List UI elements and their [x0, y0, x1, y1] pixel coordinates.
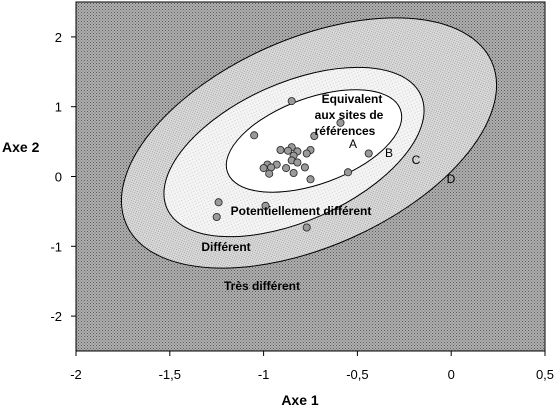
- data-point-13: [302, 149, 311, 158]
- data-point-21: [265, 169, 274, 178]
- data-point-25: [214, 198, 223, 207]
- zone-b-letter: B: [385, 146, 393, 160]
- data-point-5: [364, 149, 373, 158]
- data-point-2: [250, 131, 259, 140]
- x-tick-label-5: 0: [448, 367, 455, 382]
- data-point-28: [302, 223, 311, 232]
- x-tick-label-6: 0,5: [536, 367, 554, 382]
- y-tick-label-3: 0: [55, 170, 62, 185]
- data-point-9: [276, 145, 285, 154]
- zone-a-letter: A: [349, 137, 357, 151]
- data-point-27: [212, 212, 221, 221]
- data-point-19: [259, 164, 268, 173]
- data-point-24: [306, 175, 315, 184]
- zone-d-label: Très différent: [224, 279, 300, 293]
- zone-a-label-line-3: références: [315, 124, 376, 138]
- y-tick-label-5: -2: [50, 309, 62, 324]
- axis-ticks: -2 -1,5 -1 -0,5 0 0,5 2 1 0 -1 -2: [50, 30, 554, 382]
- x-tick-label-3: -1: [258, 367, 270, 382]
- data-point-15: [293, 158, 302, 167]
- data-point-3: [310, 131, 319, 140]
- data-point-1: [287, 97, 296, 106]
- x-axis-title: Axe 1: [281, 392, 319, 408]
- x-tick-label-4: -0,5: [346, 367, 368, 382]
- zone-a-label-line-1: Équivalent: [322, 91, 383, 106]
- data-points: [212, 97, 373, 232]
- data-point-4: [336, 118, 345, 127]
- data-point-6: [343, 168, 352, 177]
- zone-c-label: Différent: [201, 240, 250, 254]
- y-tick-label-4: -1: [50, 239, 62, 254]
- zone-a-label-line-2: aux sites de: [315, 108, 384, 122]
- y-tick-label-2: 1: [55, 100, 62, 115]
- data-point-22: [289, 168, 298, 177]
- data-point-20: [282, 164, 291, 173]
- zone-d-letter: D: [447, 172, 456, 186]
- x-tick-label-2: -1,5: [159, 367, 181, 382]
- zone-b-label: Potentiellement différent: [231, 204, 372, 218]
- y-tick-label-1: 2: [55, 30, 62, 45]
- x-tick-label-1: -2: [70, 367, 82, 382]
- zone-c-letter: C: [412, 153, 421, 167]
- y-axis-title: Axe 2: [2, 139, 40, 155]
- data-point-23: [300, 163, 309, 172]
- data-point-26: [261, 201, 270, 210]
